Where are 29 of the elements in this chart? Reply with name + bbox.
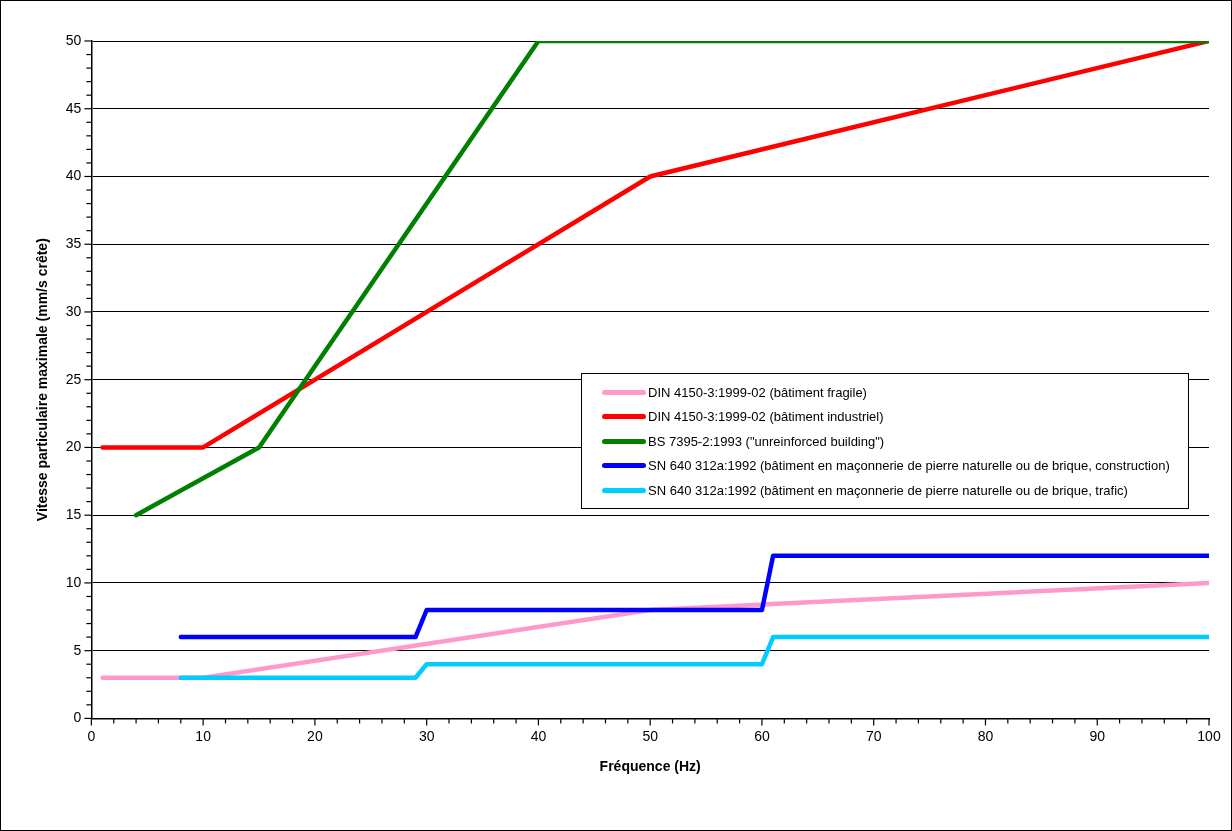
- legend-label: BS 7395-2:1993 ("unreinforced building"): [648, 433, 885, 449]
- x-tick-label: 70: [865, 727, 882, 744]
- x-tick-label: 40: [530, 727, 547, 744]
- x-tick-label: 10: [195, 727, 212, 744]
- x-tick-label: 90: [1089, 727, 1106, 744]
- y-tick-label: 50: [65, 31, 82, 48]
- y-axis-title: Vitesse particulaire maximale (mm/s crête): [34, 238, 51, 522]
- x-tick-label: 20: [307, 727, 323, 744]
- x-tick-label: 50: [642, 727, 659, 744]
- legend-label: SN 640 312a:1992 (bâtiment en maçonnerie de pierre naturelle ou de brique, trafic): [648, 482, 1128, 498]
- y-tick-label: 15: [65, 506, 82, 523]
- y-tick-label: 0: [73, 709, 82, 726]
- x-tick-label: 0: [87, 727, 96, 744]
- y-tick-label: 5: [73, 641, 82, 658]
- legend-label: DIN 4150-3:1999-02 (bâtiment fragile): [648, 384, 867, 400]
- legend-label: DIN 4150-3:1999-02 (bâtiment industriel): [648, 409, 884, 425]
- y-tick-label: 30: [65, 302, 82, 319]
- y-tick-label: 25: [65, 370, 82, 387]
- x-axis-title: Fréquence (Hz): [599, 758, 701, 775]
- y-tick-label: 35: [65, 235, 82, 252]
- x-tick-label: 60: [754, 727, 770, 744]
- y-tick-label: 20: [65, 438, 82, 455]
- legend-label: SN 640 312a:1992 (bâtiment en maçonnerie de pierre naturelle ou de brique, construction): [648, 458, 1170, 474]
- x-tick-label: 30: [418, 727, 435, 744]
- x-tick-label: 100: [1197, 727, 1221, 744]
- y-tick-label: 45: [65, 99, 82, 116]
- y-tick-label: 40: [65, 167, 82, 184]
- y-tick-label: 10: [65, 573, 82, 590]
- x-tick-label: 80: [977, 727, 994, 744]
